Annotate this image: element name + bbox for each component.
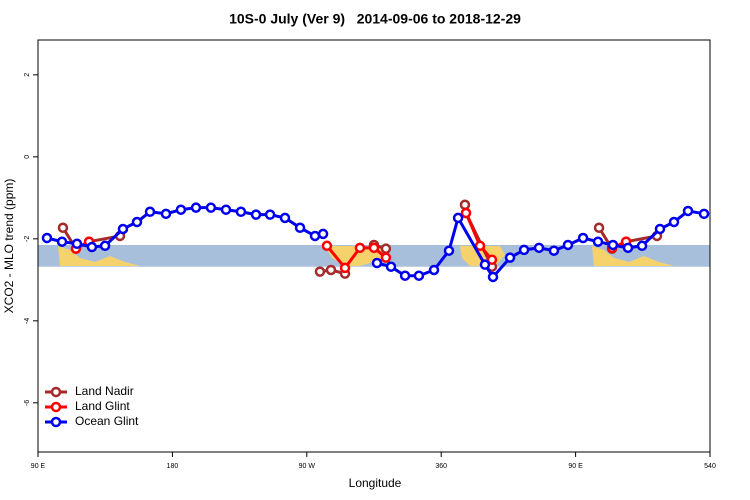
legend-label: Land Glint: [75, 399, 130, 413]
legend-marker: [50, 416, 62, 428]
point: [399, 270, 411, 281]
point: [654, 223, 666, 235]
point: [413, 270, 425, 281]
point: [57, 222, 69, 234]
y-tick-label: 2: [24, 73, 31, 77]
point: [279, 212, 291, 224]
point: [220, 204, 232, 215]
point: [622, 242, 634, 254]
legend-label: Ocean Glint: [75, 414, 139, 428]
point: [325, 264, 337, 276]
point: [504, 252, 516, 263]
point: [474, 240, 486, 252]
point: [380, 252, 392, 263]
legend-marker: [50, 401, 62, 413]
y-tick-label: -6: [24, 400, 31, 406]
point: [385, 261, 397, 272]
legend-label: Land Nadir: [75, 384, 134, 398]
point: [593, 222, 605, 234]
x-tick-label: 540: [704, 463, 716, 470]
point: [607, 239, 619, 251]
y-axis-label: XCO2 - MLO trend (ppm): [2, 179, 16, 314]
point: [99, 240, 111, 252]
point: [309, 230, 321, 242]
point: [117, 223, 129, 235]
chart-title: 10S-0 July (Ver 9) 2014-09-06 to 2018-12…: [229, 11, 521, 27]
x-tick-label: 180: [167, 463, 179, 470]
point: [339, 262, 351, 274]
point: [452, 212, 464, 224]
x-tick-label: 360: [435, 463, 447, 470]
point: [577, 232, 589, 244]
point: [368, 242, 380, 254]
plot-frame: [37, 39, 711, 453]
point: [235, 206, 247, 218]
point: [205, 202, 217, 213]
y-tick-label: 0: [24, 155, 31, 159]
point: [459, 199, 471, 211]
point: [486, 254, 498, 265]
point: [190, 202, 202, 213]
y-tick-label: -2: [24, 236, 31, 242]
point: [131, 216, 143, 228]
point: [317, 228, 329, 240]
point: [371, 257, 383, 269]
point: [294, 222, 306, 234]
point: [636, 240, 648, 252]
point: [479, 259, 491, 270]
point: [175, 204, 187, 215]
point: [460, 207, 472, 219]
legend-marker: [50, 386, 62, 398]
y-tick-label: -4: [24, 318, 31, 324]
point: [321, 240, 333, 252]
x-axis-label: Longitude: [349, 476, 402, 490]
point: [548, 245, 560, 256]
point: [592, 236, 604, 247]
x-tick-label: 90 E: [31, 463, 46, 470]
point: [160, 208, 172, 220]
point: [71, 238, 83, 249]
point: [487, 271, 499, 283]
land-shape: [58, 246, 140, 266]
point: [682, 205, 694, 217]
point: [144, 206, 156, 218]
point: [533, 242, 545, 254]
point: [314, 266, 326, 277]
point: [518, 244, 530, 256]
point: [668, 216, 680, 228]
point: [56, 236, 68, 247]
point: [562, 239, 574, 251]
point: [380, 243, 392, 254]
point: [250, 209, 262, 220]
x-tick-label: 90 W: [299, 463, 316, 470]
point: [264, 209, 276, 220]
point: [41, 232, 53, 244]
point: [428, 264, 440, 276]
point: [354, 242, 366, 254]
x-tick-label: 90 E: [568, 463, 583, 470]
land-shape: [592, 246, 674, 266]
point: [443, 245, 455, 256]
point: [698, 208, 710, 220]
point: [86, 241, 98, 253]
